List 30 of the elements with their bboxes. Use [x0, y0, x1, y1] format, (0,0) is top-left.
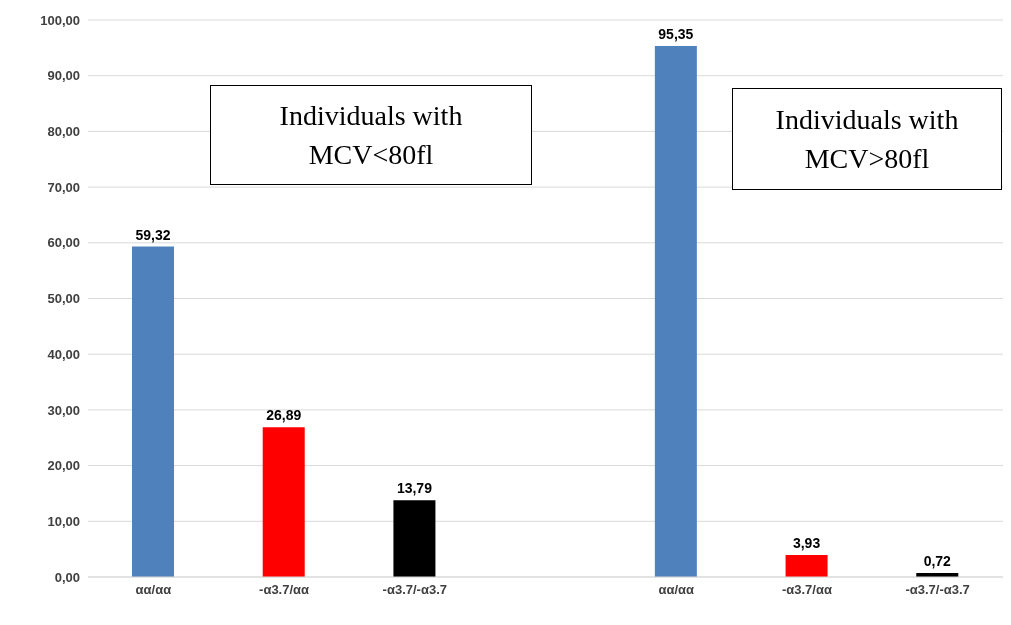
text-box: Individuals with MCV>80fl [732, 88, 1002, 190]
data-label: 59,32 [135, 226, 171, 243]
y-tick-label: 90,00 [47, 68, 80, 84]
y-tick-label: 80,00 [47, 124, 80, 140]
y-tick-label: 70,00 [47, 179, 80, 195]
x-tick-label: -α3.7/αα [781, 582, 832, 598]
bar [785, 555, 828, 577]
y-tick-label: 100,00 [40, 12, 80, 28]
y-tick-label: 0,00 [54, 569, 80, 585]
x-tick-label: -α3.7/-α3.7 [382, 582, 447, 598]
y-tick-label: 40,00 [47, 346, 80, 362]
bar [262, 427, 305, 577]
data-label: 0,72 [923, 552, 952, 569]
data-label: 13,79 [396, 480, 433, 497]
data-label: 3,93 [792, 535, 821, 552]
y-tick-label: 50,00 [47, 291, 80, 307]
bar [132, 246, 174, 577]
y-tick-label: 30,00 [47, 402, 80, 418]
y-tick-label: 10,00 [47, 513, 80, 529]
y-tick-label: 60,00 [47, 235, 80, 251]
data-label: 26,89 [266, 407, 302, 424]
x-tick-label: -α3.7/αα [259, 582, 310, 598]
bar [393, 500, 436, 577]
bar [654, 45, 697, 577]
x-tick-label: αα/αα [658, 582, 695, 598]
y-tick-label: 20,00 [47, 458, 80, 474]
x-tick-label: -α3.7/-α3.7 [905, 582, 970, 598]
text-box: Individuals with MCV<80fl [210, 85, 532, 185]
x-tick-label: αα/αα [135, 582, 172, 598]
data-label: 95,35 [658, 25, 694, 42]
